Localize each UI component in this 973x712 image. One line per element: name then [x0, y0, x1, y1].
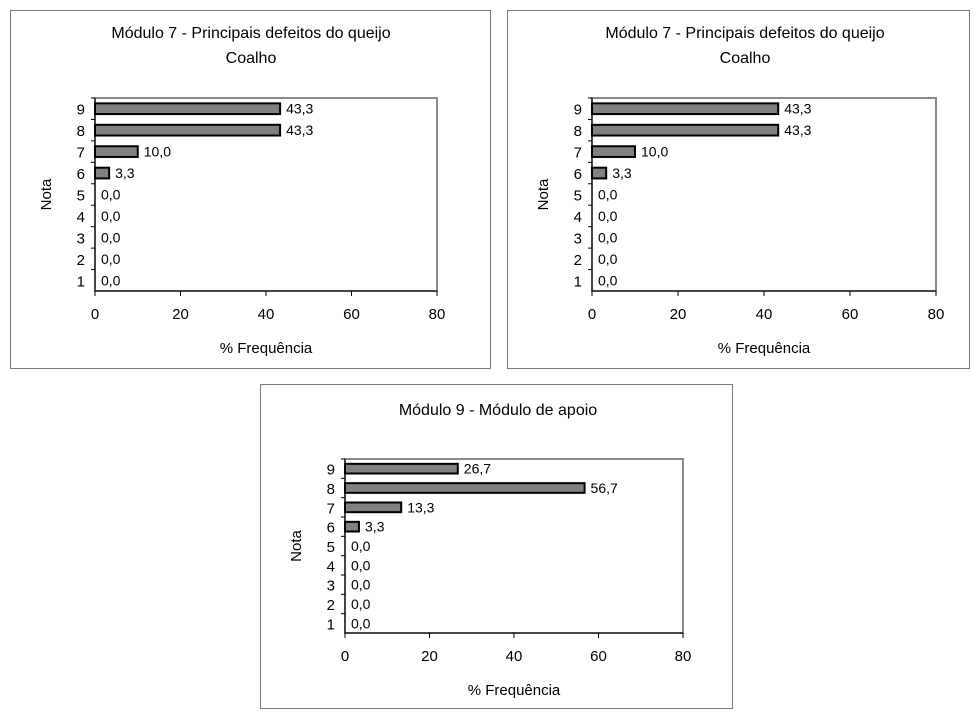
chart-1-x-tick-label: 0 — [91, 306, 99, 323]
chart-panel-1: Módulo 7 - Principais defeitos do queijo… — [10, 10, 491, 369]
chart-3-y-tick-label: 1 — [327, 616, 335, 633]
chart-2-data-label-5: 0,0 — [598, 187, 618, 203]
chart-1-y-tick-label: 6 — [77, 166, 85, 183]
chart-2-data-label-1: 0,0 — [598, 272, 618, 288]
chart-3-y-tick-label: 3 — [327, 578, 335, 595]
chart-2-x-tick-label: 80 — [928, 306, 945, 323]
chart-3-data-label-4: 0,0 — [351, 557, 371, 573]
chart-1-y-tick-label: 7 — [77, 145, 85, 162]
chart-1-x-tick-label: 60 — [343, 306, 360, 323]
chart-3-bar-8 — [344, 482, 586, 494]
chart-1-y-tick-label: 4 — [77, 209, 85, 226]
chart-panel-2: Módulo 7 - Principais defeitos do queijo… — [507, 10, 970, 369]
chart-3-y-tick-label: 8 — [327, 481, 335, 498]
chart-3-y-tick-label: 7 — [327, 500, 335, 517]
chart-2-y-tick-label: 8 — [574, 123, 582, 140]
chart-1-data-label-2: 0,0 — [101, 251, 121, 267]
chart-1-y-tick-label: 2 — [77, 252, 85, 269]
chart-2-y-tick-label: 9 — [574, 102, 582, 119]
chart-1-bar-6 — [94, 166, 111, 180]
chart-3-y-tick-label: 2 — [327, 597, 335, 614]
chart-3-y-tick-label: 5 — [327, 539, 335, 556]
chart-2-y-tick-label: 2 — [574, 252, 582, 269]
chart-1-data-label-3: 0,0 — [101, 229, 121, 245]
chart-2-data-label-4: 0,0 — [598, 208, 618, 224]
chart-1-y-tick-label: 8 — [77, 123, 85, 140]
chart-2-data-label-7: 10,0 — [641, 144, 668, 160]
chart-1-title-line-1: Módulo 7 - Principais defeitos do queijo — [111, 25, 390, 42]
chart-1-data-label-1: 0,0 — [101, 272, 121, 288]
chart-2-data-label-2: 0,0 — [598, 251, 618, 267]
chart-3-data-label-9: 26,7 — [464, 461, 491, 477]
chart-3-title-line-1: Módulo 9 - Módulo de apoio — [399, 402, 597, 419]
chart-3-bar-7 — [344, 501, 403, 514]
chart-2-y-tick-label: 5 — [574, 188, 582, 205]
chart-3-data-label-5: 0,0 — [351, 538, 371, 554]
chart-2-data-label-6: 3,3 — [612, 165, 632, 181]
chart-2-bar-8 — [591, 123, 780, 137]
chart-3-x-tick-label: 20 — [421, 648, 438, 665]
chart-2-bar-9 — [591, 102, 780, 116]
chart-3-bar-9 — [344, 462, 459, 475]
chart-1-data-label-5: 0,0 — [101, 187, 121, 203]
chart-2-y-axis-label: Nota — [535, 178, 552, 210]
chart-1-data-label-8: 43,3 — [286, 122, 313, 138]
chart-3-bar-6 — [344, 520, 360, 533]
chart-2-y-tick-label: 4 — [574, 209, 582, 226]
chart-1-data-label-4: 0,0 — [101, 208, 121, 224]
chart-2-y-tick-label: 6 — [574, 166, 582, 183]
chart-2-data-label-3: 0,0 — [598, 229, 618, 245]
chart-1-x-tick-label: 80 — [429, 306, 446, 323]
chart-2-y-tick-label: 3 — [574, 230, 582, 247]
chart-3-y-tick-label: 4 — [327, 558, 335, 575]
chart-1-svg: Módulo 7 - Principais defeitos do queijo… — [38, 25, 446, 357]
chart-1-x-axis-label: % Frequência — [220, 340, 313, 357]
chart-3-y-tick-label: 6 — [327, 520, 335, 537]
chart-3-x-tick-label: 60 — [590, 648, 607, 665]
chart-1-y-axis-label: Nota — [38, 178, 55, 210]
chart-3-data-label-6: 3,3 — [365, 519, 385, 535]
chart-2-data-label-8: 43,3 — [784, 122, 811, 138]
chart-1-data-label-6: 3,3 — [115, 165, 135, 181]
chart-2-bar-7 — [591, 145, 636, 158]
chart-1-y-tick-label: 5 — [77, 188, 85, 205]
chart-1-x-tick-label: 20 — [172, 306, 189, 323]
chart-3-y-tick-label: 9 — [327, 462, 335, 479]
chart-2-y-tick-label: 7 — [574, 145, 582, 162]
chart-3-data-label-8: 56,7 — [591, 480, 618, 496]
chart-3-data-label-3: 0,0 — [351, 577, 371, 593]
chart-2-data-label-9: 43,3 — [784, 101, 811, 117]
chart-1-data-label-7: 10,0 — [144, 144, 171, 160]
chart-1-y-tick-label: 9 — [77, 102, 85, 119]
chart-1-x-tick-label: 40 — [258, 306, 275, 323]
chart-3-x-tick-label: 40 — [506, 648, 523, 665]
chart-3-data-label-2: 0,0 — [351, 596, 371, 612]
chart-3-x-tick-label: 80 — [675, 648, 692, 665]
chart-2-title-line-2: Coalho — [720, 50, 771, 67]
chart-3-x-tick-label: 0 — [341, 648, 349, 665]
chart-2-bar-6 — [591, 166, 608, 180]
chart-2-x-tick-label: 60 — [842, 306, 859, 323]
chart-1-bar-8 — [94, 123, 282, 137]
chart-2-x-axis-label: % Frequência — [718, 340, 811, 357]
chart-2-title-line-1: Módulo 7 - Principais defeitos do queijo — [605, 25, 884, 42]
chart-1-y-tick-label: 1 — [77, 273, 85, 290]
chart-1-bar-9 — [94, 102, 282, 116]
chart-1-y-tick-label: 3 — [77, 230, 85, 247]
chart-1-bar-7 — [94, 145, 139, 158]
chart-3-y-axis-label: Nota — [288, 530, 305, 562]
chart-panel-3: Módulo 9 - Módulo de apoio 9 26,7 8 56,7 7 13,… — [260, 384, 733, 709]
chart-1-title-line-2: Coalho — [226, 50, 277, 67]
chart-3-data-label-7: 13,3 — [407, 499, 434, 515]
chart-2-y-tick-label: 1 — [574, 273, 582, 290]
chart-2-x-tick-label: 40 — [756, 306, 773, 323]
chart-1-data-label-9: 43,3 — [286, 101, 313, 117]
chart-2-svg: Módulo 7 - Principais defeitos do queijo… — [535, 25, 945, 357]
chart-2-x-tick-label: 0 — [588, 306, 596, 323]
chart-2-x-tick-label: 20 — [670, 306, 687, 323]
chart-3-x-axis-label: % Frequência — [468, 682, 561, 699]
chart-3-data-label-1: 0,0 — [351, 615, 371, 631]
